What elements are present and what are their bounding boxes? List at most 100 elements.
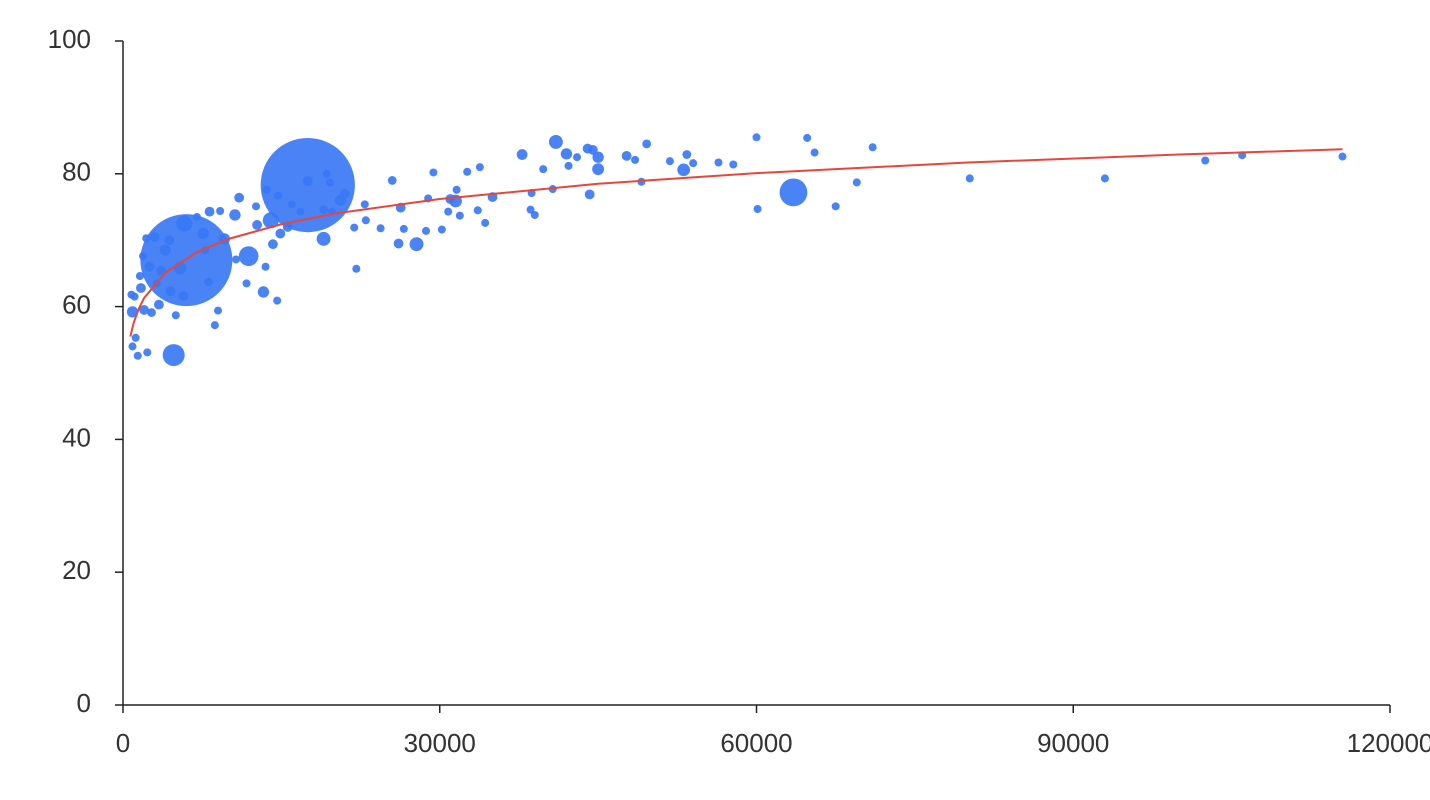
bubble <box>178 291 189 301</box>
bubble <box>631 155 640 164</box>
bubble <box>481 218 490 227</box>
bubble <box>445 194 456 204</box>
bubble <box>1201 156 1210 165</box>
bubble <box>642 139 652 149</box>
bubble <box>261 262 270 271</box>
bubble <box>714 158 723 167</box>
bubble <box>234 192 245 203</box>
x-tick-label: 0 <box>116 728 130 758</box>
bubble <box>296 207 305 216</box>
bubble <box>149 231 160 242</box>
bubble <box>214 306 223 315</box>
bubble <box>135 272 144 281</box>
bubble <box>682 150 692 159</box>
bubble <box>273 296 282 305</box>
bubble <box>262 185 271 194</box>
bubble <box>729 160 738 169</box>
bubble <box>242 279 251 288</box>
bubble <box>231 255 240 264</box>
bubble <box>126 306 139 318</box>
y-tick-label: 20 <box>62 555 91 585</box>
bubble <box>539 165 548 174</box>
bubble <box>752 133 761 142</box>
bubble <box>516 149 528 160</box>
bubble <box>159 244 171 256</box>
bubble <box>143 348 152 357</box>
bubble <box>164 235 175 246</box>
bubble <box>526 205 535 214</box>
bubble <box>852 178 861 187</box>
bubble <box>156 265 166 276</box>
bubble <box>868 143 877 152</box>
bubble <box>592 151 604 163</box>
bubble <box>204 206 215 217</box>
y-tick-label: 100 <box>48 24 91 54</box>
bubble <box>753 204 762 214</box>
bubble <box>144 261 155 272</box>
bubble <box>1100 174 1109 183</box>
x-tick-label: 30000 <box>404 728 476 758</box>
bubble <box>216 206 225 216</box>
bubble <box>361 216 370 225</box>
bubble <box>131 333 140 342</box>
bubble <box>831 202 840 211</box>
bubble <box>238 246 259 266</box>
bubble <box>287 200 296 209</box>
bubble <box>252 220 263 230</box>
bubble <box>779 178 808 207</box>
bubble <box>584 189 595 200</box>
bubble <box>677 163 690 177</box>
y-tick-label: 0 <box>77 688 91 718</box>
bubble <box>133 351 142 360</box>
bubble <box>268 239 278 250</box>
bubble <box>257 286 270 298</box>
bubble <box>252 202 261 211</box>
bubble <box>399 224 408 233</box>
bubble <box>316 231 331 246</box>
bubble <box>274 191 283 200</box>
bubble <box>136 283 146 293</box>
bubble <box>393 238 404 249</box>
bubble <box>387 176 397 185</box>
bubble <box>147 308 156 317</box>
y-tick-label: 60 <box>62 289 91 319</box>
bubble <box>572 153 582 162</box>
bubble <box>210 321 219 330</box>
bubble <box>1338 152 1347 161</box>
bubble <box>352 264 361 273</box>
bubble <box>128 342 137 351</box>
bubble <box>275 228 286 239</box>
bubble <box>429 168 438 177</box>
bubble <box>409 237 424 252</box>
bubble <box>176 215 193 232</box>
bubble <box>803 133 812 142</box>
bubble <box>171 311 180 320</box>
x-tick-label: 90000 <box>1037 728 1109 758</box>
bubble <box>165 286 176 297</box>
bubble <box>162 344 185 367</box>
bubble <box>665 157 674 166</box>
x-tick-label: 120000 <box>1347 728 1430 758</box>
bubble <box>463 167 472 176</box>
bubble <box>350 223 359 232</box>
bubble <box>810 148 819 157</box>
bubble <box>142 234 151 243</box>
bubble <box>592 163 605 176</box>
bubble <box>965 174 974 183</box>
bubble <box>621 150 632 161</box>
bubble <box>153 299 164 310</box>
bubble <box>422 226 431 235</box>
x-tick-label: 60000 <box>720 728 792 758</box>
bubble <box>560 148 573 160</box>
bubble <box>262 212 279 229</box>
y-tick-label: 40 <box>62 422 91 452</box>
bubble <box>689 159 698 168</box>
bubble <box>302 176 313 187</box>
bubble <box>437 225 446 234</box>
bubble <box>475 163 484 172</box>
bubble <box>564 161 573 170</box>
bubble <box>444 207 453 216</box>
y-tick-label: 80 <box>62 157 91 187</box>
bubble <box>452 185 461 194</box>
